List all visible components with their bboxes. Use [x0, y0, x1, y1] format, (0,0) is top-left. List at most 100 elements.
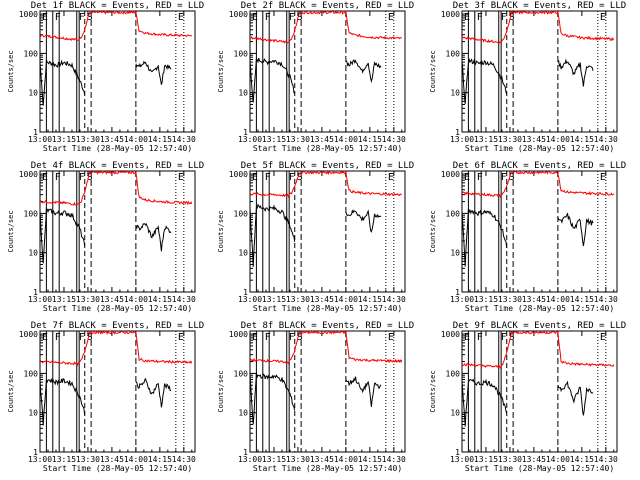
x-axis-label: Start Time (28-May-05 12:57:40) — [43, 304, 192, 313]
marker-label: E — [464, 12, 470, 23]
y-tick-label: 100 — [234, 49, 249, 58]
x-tick-label: 13:30 — [76, 135, 100, 144]
x-tick-label: 13:15 — [52, 455, 76, 464]
series-events-line — [39, 207, 86, 264]
x-tick-label: 13:15 — [474, 135, 498, 144]
series-lld-line — [249, 330, 403, 365]
marker-label: E — [252, 172, 258, 183]
x-tick-label: 13:00 — [238, 135, 262, 144]
series-events-line — [557, 58, 594, 87]
y-axis-label: Counts/sec — [217, 370, 225, 412]
y-tick-label: 10 — [450, 249, 460, 258]
marker-label: S — [297, 12, 303, 23]
x-tick-label: 14:30 — [594, 135, 618, 144]
plot-frame — [461, 170, 618, 293]
plot-frame — [461, 330, 618, 453]
x-tick-label: 13:00 — [28, 135, 52, 144]
y-tick-label: 10 — [28, 249, 38, 258]
y-axis-label: Counts/sec — [429, 370, 437, 412]
y-tick-label: 1000 — [19, 330, 38, 339]
y-tick-label: 1 — [243, 128, 248, 137]
marker-label: E — [464, 332, 470, 343]
x-tick-label: 13:00 — [28, 295, 52, 304]
x-tick-label: 13:00 — [28, 455, 52, 464]
x-tick-label: 14:15 — [570, 295, 594, 304]
series-events-line — [345, 209, 382, 233]
x-axis-label: Start Time (28-May-05 12:57:40) — [43, 464, 192, 473]
marker-label: F — [477, 12, 483, 23]
x-tick-label: 14:00 — [124, 135, 148, 144]
x-tick-label: 13:30 — [498, 135, 522, 144]
marker-label: F — [79, 172, 85, 183]
x-tick-label: 13:00 — [450, 455, 474, 464]
x-tick-label: 13:30 — [498, 295, 522, 304]
x-tick-label: 13:30 — [76, 455, 100, 464]
x-tick-label: 13:15 — [52, 135, 76, 144]
x-tick-label: 13:30 — [76, 295, 100, 304]
y-tick-label: 10 — [28, 409, 38, 418]
y-tick-label: 100 — [446, 369, 461, 378]
x-tick-label: 14:15 — [358, 135, 382, 144]
x-tick-label: 13:00 — [238, 295, 262, 304]
y-axis-label: Counts/sec — [217, 210, 225, 252]
series-events-line — [249, 57, 296, 103]
series-lld-line — [461, 9, 615, 45]
marker-label: F — [55, 12, 61, 23]
marker-label: F — [289, 12, 295, 23]
series-events-line — [135, 377, 172, 408]
series-lld-line — [39, 10, 193, 42]
y-tick-label: 10 — [450, 89, 460, 98]
marker-label: F — [79, 12, 85, 23]
marker-label: S — [509, 332, 515, 343]
x-tick-label: 13:45 — [100, 455, 124, 464]
series-events-line — [557, 212, 594, 247]
x-axis-label: Start Time (28-May-05 12:57:40) — [465, 304, 614, 313]
y-tick-label: 100 — [234, 209, 249, 218]
x-tick-label: 14:30 — [382, 455, 406, 464]
x-tick-label: 14:15 — [148, 295, 172, 304]
marker-label: F — [477, 332, 483, 343]
marker-label: F — [501, 172, 507, 183]
x-tick-label: 14:30 — [172, 295, 196, 304]
marker-label: F — [289, 332, 295, 343]
marker-label: S — [87, 332, 93, 343]
x-tick-label: 14:30 — [594, 295, 618, 304]
y-tick-label: 1000 — [441, 330, 460, 339]
marker-label: F — [265, 172, 271, 183]
x-tick-label: 13:15 — [474, 295, 498, 304]
series-events-line — [557, 380, 594, 416]
marker-label: E — [388, 332, 394, 343]
series-events-line — [345, 59, 382, 84]
x-tick-label: 13:30 — [286, 455, 310, 464]
x-tick-label: 14:00 — [334, 295, 358, 304]
marker-label: F — [55, 332, 61, 343]
panel-title: Det 1f BLACK = Events, RED = LLD — [31, 1, 204, 11]
marker-label: E — [42, 12, 48, 23]
y-tick-label: 1000 — [441, 10, 460, 19]
y-tick-label: 1 — [455, 288, 460, 297]
x-tick-label: 14:00 — [124, 295, 148, 304]
marker-label: S — [509, 12, 515, 23]
y-tick-label: 100 — [234, 369, 249, 378]
x-tick-label: 13:45 — [310, 455, 334, 464]
series-lld-line — [39, 170, 193, 206]
y-tick-label: 100 — [24, 369, 39, 378]
marker-label: S — [297, 172, 303, 183]
y-tick-label: 1000 — [19, 170, 38, 179]
x-tick-label: 14:30 — [594, 455, 618, 464]
x-tick-label: 14:00 — [546, 295, 570, 304]
series-lld-line — [249, 9, 402, 44]
x-tick-label: 14:15 — [148, 135, 172, 144]
x-tick-label: 14:15 — [358, 295, 382, 304]
marker-label: E — [388, 12, 394, 23]
series-events-line — [461, 57, 508, 104]
series-events-line — [345, 376, 382, 407]
marker-label: E — [600, 172, 606, 183]
x-tick-label: 14:15 — [570, 455, 594, 464]
y-axis-label: Counts/sec — [7, 50, 15, 92]
